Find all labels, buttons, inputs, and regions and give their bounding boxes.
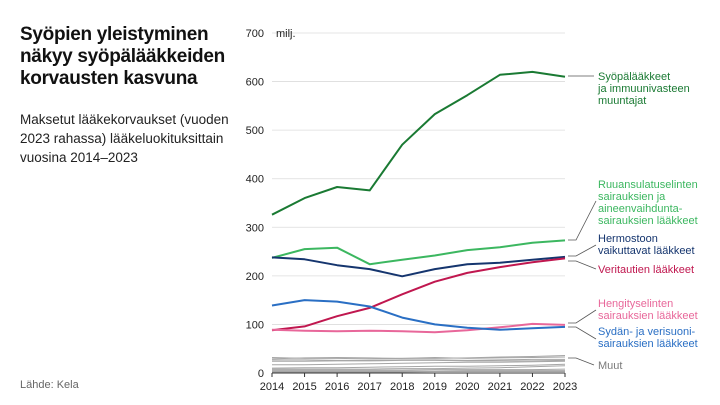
x-tick-label-2017: 2017	[357, 381, 381, 393]
series-label-sydan-verisuoni-line-2: sairauksien lääkkeet	[598, 338, 698, 350]
y-tick-label-500: 500	[246, 125, 264, 137]
y-tick-label-200: 200	[246, 271, 264, 283]
series-line-syopalaakkeet	[271, 70, 566, 216]
series-line-ruuansulatus	[271, 239, 566, 266]
chart-title: Syöpien yleistyminen näkyy syöpälääkkeid…	[20, 24, 225, 89]
series-label-hengityselimet-line-2: sairauksien lääkkeet	[598, 310, 698, 322]
x-tick-label-2015: 2015	[292, 381, 316, 393]
leader-line-sydan-verisuoni	[568, 326, 597, 340]
y-tick-label-0: 0	[258, 368, 264, 380]
series-line-veritaudit	[271, 257, 566, 332]
x-tick-label-2019: 2019	[423, 381, 447, 393]
series-line-muut-10	[272, 371, 565, 373]
series-label-ruuansulatus-line-3: aineenvaihdunta-	[598, 203, 683, 215]
source-note: Lähde: Kela	[20, 379, 79, 391]
chart-subtitle: Maksetut lääkekorvaukset (vuoden 2023 ra…	[20, 112, 229, 165]
x-tick-label-2014: 2014	[260, 381, 284, 393]
series-line-muut-2	[271, 356, 566, 360]
y-unit-label: milj.	[276, 28, 296, 40]
series-line-muut-6	[271, 363, 566, 369]
y-tick-label-400: 400	[246, 174, 264, 186]
series-label-hermosto-line-1: Hermostoon	[598, 233, 658, 245]
series-label-hermosto-line-2: vaikuttavat lääkkeet	[598, 245, 695, 257]
series-line-hermosto	[271, 255, 566, 278]
series-line-muut-8	[272, 368, 566, 371]
leader-line-veritaudit	[568, 260, 597, 270]
series-line-hengityselimet	[271, 322, 566, 334]
series-line-muut-9	[272, 370, 565, 372]
y-tick-label-100: 100	[246, 319, 264, 331]
series-line-muut-4	[272, 359, 566, 362]
series-label-syopalaakkeet-line-3: muuntajat	[598, 95, 646, 107]
leader-line-hengityselimet	[568, 309, 597, 324]
series-label-syopalaakkeet-line-1: Syöpälääkkeet	[598, 71, 670, 83]
x-tick-label-2022: 2022	[520, 381, 544, 393]
series-label-sydan-verisuoni-line-1: Sydän- ja verisuoni-	[598, 326, 696, 338]
series-label-syopalaakkeet-line-2: ja immuunivasteen	[597, 83, 690, 95]
series-line-muut-3	[272, 358, 565, 361]
series-label-ruuansulatus-line-4: sairauksien lääkkeet	[598, 215, 698, 227]
series-label-ruuansulatus-line-1: Ruuansulatuselinten	[598, 179, 698, 191]
series-label-hengityselimet-line-1: Hengityselinten	[598, 298, 673, 310]
x-tick-label-2020: 2020	[455, 381, 479, 393]
series-line-sydan-verisuoni	[271, 299, 566, 331]
leader-line-muut	[568, 357, 595, 366]
y-tick-label-300: 300	[246, 222, 264, 234]
y-tick-label-700: 700	[246, 28, 264, 40]
x-tick-label-2018: 2018	[390, 381, 414, 393]
series-line-muut-7	[272, 365, 566, 370]
series-label-ruuansulatus-line-2: sairauksien ja	[598, 191, 666, 203]
series-label-muut: Muut	[598, 360, 622, 372]
series-line-muut-5	[272, 360, 566, 366]
leader-line-hermosto	[568, 244, 597, 257]
series-label-veritaudit-line-1: Veritautien lääkkeet	[598, 264, 694, 276]
x-tick-label-2021: 2021	[488, 381, 512, 393]
x-tick-label-2023: 2023	[553, 381, 577, 393]
leader-line-ruuansulatus	[568, 200, 597, 241]
x-tick-label-2016: 2016	[325, 381, 349, 393]
y-tick-label-600: 600	[246, 77, 264, 89]
